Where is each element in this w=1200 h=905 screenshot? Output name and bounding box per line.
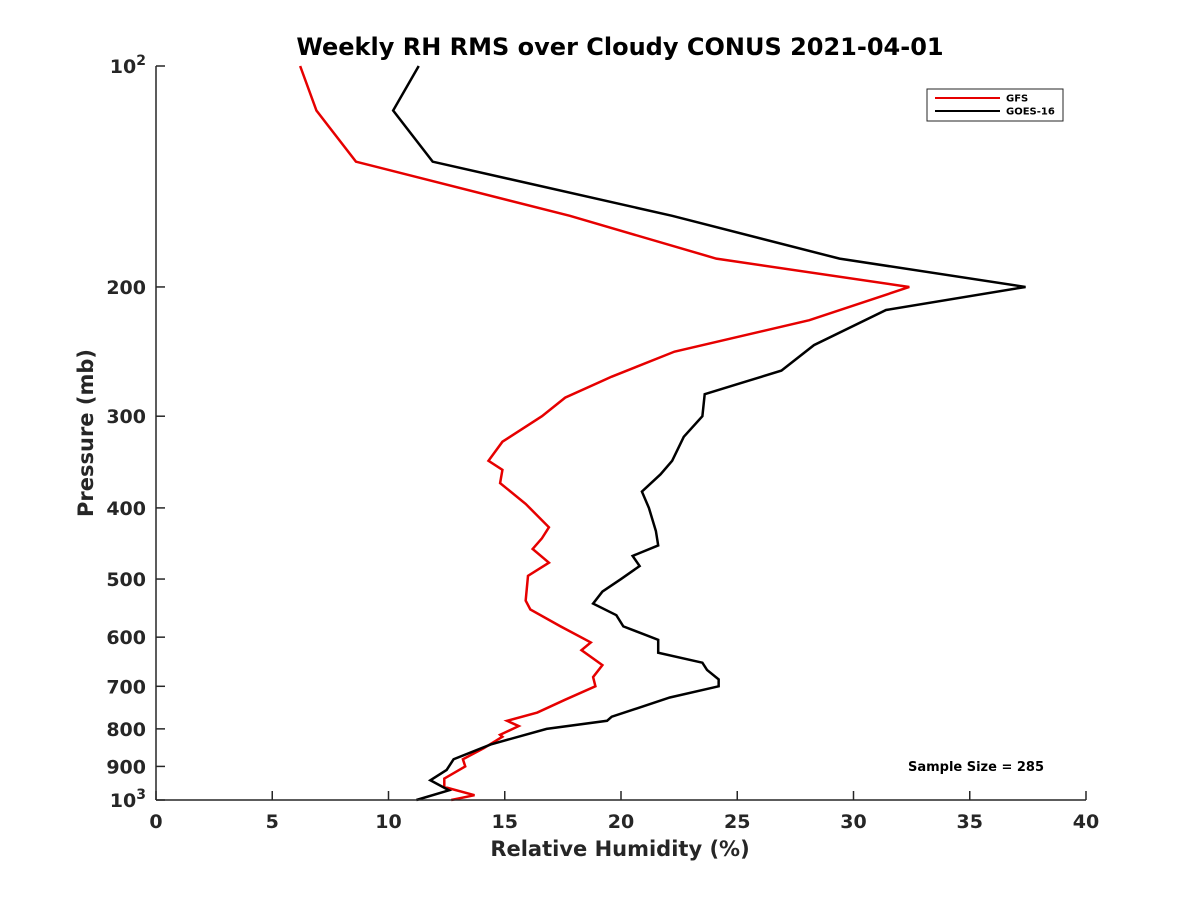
legend-label-gfs: GFS [1006,94,1028,105]
chart-title: Weekly RH RMS over Cloudy CONUS 2021-04-… [296,33,943,61]
x-tick-label: 25 [724,811,750,833]
sample-size-annotation: Sample Size = 285 [908,760,1044,775]
legend-box [926,88,1064,122]
x-tick-label: 30 [840,811,866,833]
y-tick-label: 700 [106,676,146,698]
series-layer [298,65,1026,802]
y-tick-label: 200 [106,277,146,299]
series-line-goes16 [391,65,1026,802]
y-tick-label: 400 [106,498,146,520]
y-tick-label: 300 [106,406,146,428]
legend: GFS GOES-16 [926,88,1064,122]
series-line-gfs [298,65,910,802]
x-tick-label: 0 [149,811,162,833]
x-tick-label: 35 [957,811,983,833]
y-tick-label: 600 [106,627,146,649]
y-tick-label: 103 [110,787,146,812]
axes-layer: 0 5 10 15 20 25 30 35 40 102 200 300 400 500 600 700 800… [106,53,1099,833]
legend-label-goes16: GOES-16 [1006,107,1055,118]
x-tick-label: 10 [375,811,401,833]
y-tick-label: 800 [106,719,146,741]
x-tick-label: 5 [266,811,279,833]
x-axis-label: Relative Humidity (%) [490,837,749,861]
y-tick-label: 102 [110,53,146,78]
y-tick-label: 500 [106,569,146,591]
y-axis-label: Pressure (mb) [74,349,98,517]
x-tick-label: 15 [492,811,518,833]
x-tick-label: 40 [1073,811,1099,833]
x-tick-label: 20 [608,811,634,833]
y-tick-label: 900 [106,756,146,778]
